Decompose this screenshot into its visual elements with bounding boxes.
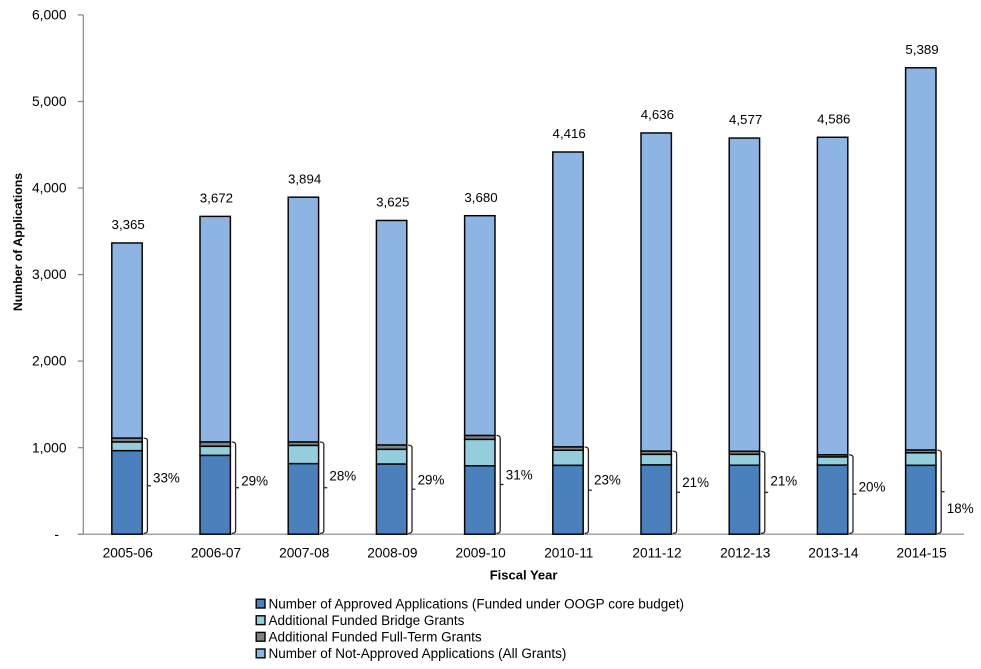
svg-text:3,000: 3,000	[32, 267, 67, 282]
svg-text:Additional Funded Bridge Grant: Additional Funded Bridge Grants	[269, 613, 465, 628]
svg-text:21%: 21%	[682, 475, 709, 490]
svg-text:5,000: 5,000	[32, 94, 67, 109]
svg-text:3,680: 3,680	[464, 190, 497, 205]
svg-text:Fiscal Year: Fiscal Year	[490, 567, 558, 582]
svg-text:3,672: 3,672	[200, 191, 233, 206]
svg-text:28%: 28%	[329, 469, 356, 484]
svg-text:3,625: 3,625	[376, 195, 409, 210]
svg-text:3,894: 3,894	[288, 171, 321, 186]
svg-text:-: -	[54, 527, 59, 542]
svg-text:4,636: 4,636	[641, 107, 674, 122]
svg-text:20%: 20%	[859, 480, 886, 495]
svg-text:2008-09: 2008-09	[367, 546, 417, 561]
svg-text:4,000: 4,000	[32, 181, 67, 196]
svg-text:2,000: 2,000	[32, 354, 67, 369]
svg-text:Number of Not-Approved Applica: Number of Not-Approved Applications (All…	[269, 646, 567, 661]
svg-text:Additional Funded Full-Term Gr: Additional Funded Full-Term Grants	[269, 630, 482, 645]
svg-text:33%: 33%	[153, 471, 180, 486]
svg-text:18%: 18%	[947, 501, 974, 516]
svg-text:29%: 29%	[418, 473, 445, 488]
svg-text:Number of Applications: Number of Applications	[11, 173, 25, 311]
svg-text:2013-14: 2013-14	[808, 546, 859, 561]
svg-text:29%: 29%	[241, 474, 268, 489]
svg-text:2014-15: 2014-15	[896, 546, 947, 561]
svg-text:6,000: 6,000	[32, 8, 67, 23]
svg-text:2012-13: 2012-13	[720, 546, 771, 561]
svg-text:2011-12: 2011-12	[632, 546, 681, 561]
svg-text:1,000: 1,000	[32, 440, 67, 455]
svg-text:2010-11: 2010-11	[544, 546, 593, 561]
svg-text:23%: 23%	[594, 473, 621, 488]
svg-text:5,389: 5,389	[905, 42, 938, 57]
svg-text:Number of Approved Application: Number of Approved Applications (Funded …	[269, 596, 685, 611]
svg-text:2005-06: 2005-06	[103, 546, 154, 561]
svg-text:2007-08: 2007-08	[279, 546, 330, 561]
svg-text:3,365: 3,365	[112, 217, 145, 232]
svg-text:2006-07: 2006-07	[191, 546, 241, 561]
svg-text:4,416: 4,416	[553, 126, 586, 141]
svg-text:31%: 31%	[506, 468, 533, 483]
svg-text:21%: 21%	[770, 474, 797, 489]
svg-text:2009-10: 2009-10	[455, 546, 506, 561]
svg-text:4,577: 4,577	[729, 112, 762, 127]
svg-text:4,586: 4,586	[817, 111, 850, 126]
